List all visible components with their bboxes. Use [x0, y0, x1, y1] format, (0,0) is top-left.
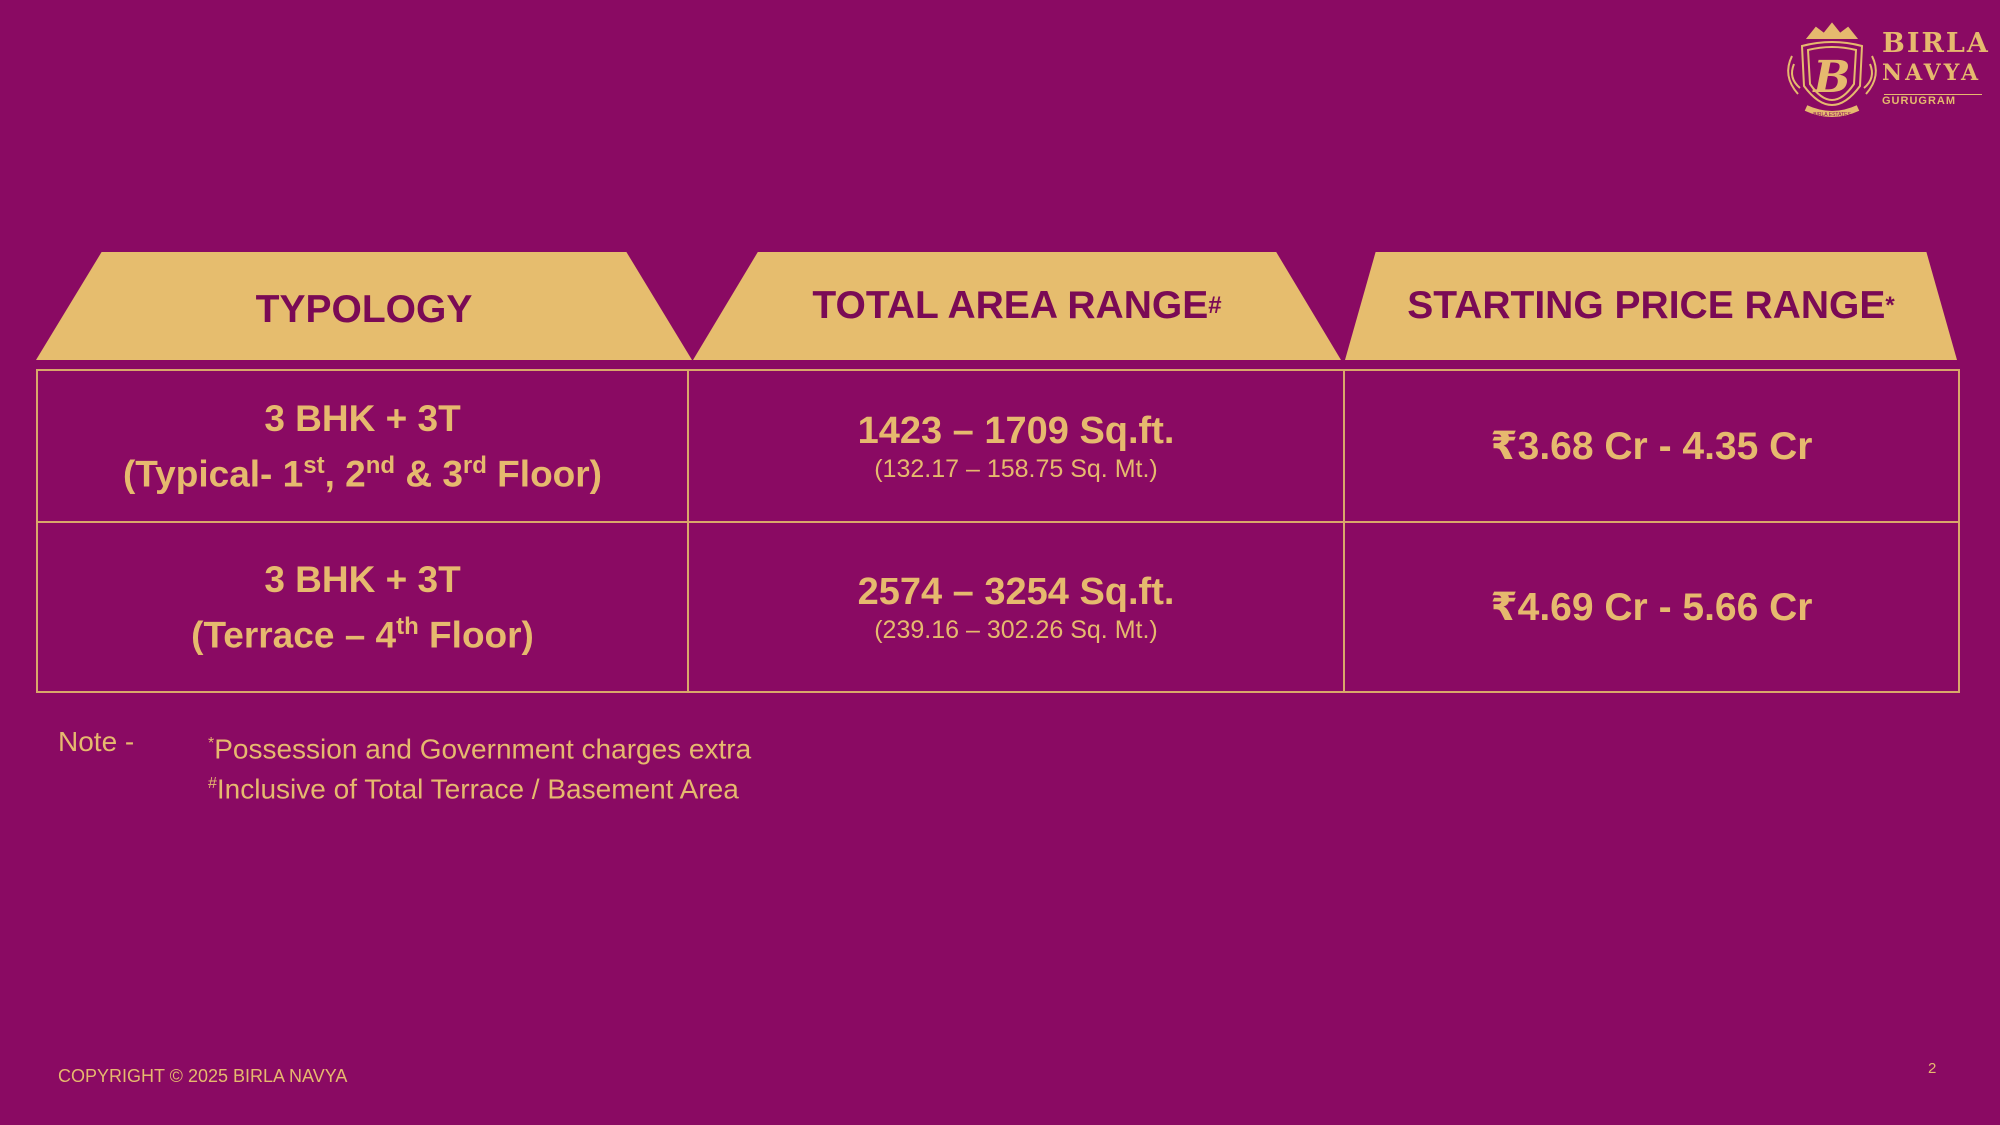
typology-line-2: (Typical- 1st, 2nd & 3rd Floor) [122, 451, 602, 495]
price-cell: ₹3.68 Cr - 4.35 Cr [1343, 369, 1960, 523]
crest-banner-text: BIRLA ESTATES [1813, 112, 1851, 118]
brand-wordmark: BIRLA NAVYA GURUGRAM [1882, 30, 1990, 107]
page-number: 2 [1928, 1060, 1937, 1077]
note-lines: *Possession and Government charges extra… [208, 726, 751, 807]
copyright-text: COPYRIGHT © 2025 BIRLA NAVYA [58, 1066, 348, 1086]
note-label: Note - [58, 726, 135, 757]
crest-logo-icon [1787, 22, 1877, 117]
header-price-mark: * [1885, 292, 1895, 319]
table-row: 3 BHK + 3T (Terrace – 4th Floor) 2574 – … [36, 521, 1960, 693]
header-typology: TYPOLOGY [36, 252, 692, 360]
area-sqmt: (239.16 – 302.26 Sq. Mt.) [874, 615, 1158, 644]
header-area-mark: # [1208, 292, 1222, 319]
birla-navya-logo: B BIRLA ESTATES [1787, 22, 1877, 118]
brand-line-3: GURUGRAM [1882, 95, 1956, 107]
typology-cell: 3 BHK + 3T (Typical- 1st, 2nd & 3rd Floo… [36, 369, 689, 523]
brand-line-1: BIRLA [1882, 28, 1990, 59]
area-sqmt: (132.17 – 158.75 Sq. Mt.) [874, 454, 1158, 483]
area-cell: 1423 – 1709 Sq.ft. (132.17 – 158.75 Sq. … [687, 369, 1345, 523]
header-price-label: STARTING PRICE RANGE [1407, 284, 1886, 327]
header-typology-label: TYPOLOGY [255, 288, 473, 331]
brand-divider [1884, 94, 1982, 95]
pricing-table: 3 BHK + 3T (Typical- 1st, 2nd & 3rd Floo… [36, 369, 1960, 693]
typology-line-1: 3 BHK + 3T [264, 397, 461, 439]
note-line-possession: *Possession and Government charges extra [208, 733, 752, 765]
price-range: ₹4.69 Cr - 5.66 Cr [1490, 585, 1813, 629]
typology-line-2: (Terrace – 4th Floor) [191, 612, 534, 656]
crest-letter: B [1811, 52, 1850, 103]
price-range: ₹3.68 Cr - 4.35 Cr [1490, 424, 1813, 468]
header-price: STARTING PRICE RANGE * [1345, 252, 1957, 360]
area-cell: 2574 – 3254 Sq.ft. (239.16 – 302.26 Sq. … [687, 521, 1345, 693]
typology-cell: 3 BHK + 3T (Terrace – 4th Floor) [36, 521, 689, 693]
area-sqft: 2574 – 3254 Sq.ft. [857, 570, 1175, 613]
brand-line-2: NAVYA [1882, 60, 1982, 86]
table-row: 3 BHK + 3T (Typical- 1st, 2nd & 3rd Floo… [36, 369, 1960, 523]
note-line-inclusive: #Inclusive of Total Terrace / Basement A… [208, 773, 739, 805]
area-sqft: 1423 – 1709 Sq.ft. [857, 409, 1175, 452]
header-area-label: TOTAL AREA RANGE [812, 284, 1209, 327]
header-area: TOTAL AREA RANGE # [693, 252, 1341, 360]
price-cell: ₹4.69 Cr - 5.66 Cr [1343, 521, 1960, 693]
typology-line-1: 3 BHK + 3T [264, 558, 461, 600]
